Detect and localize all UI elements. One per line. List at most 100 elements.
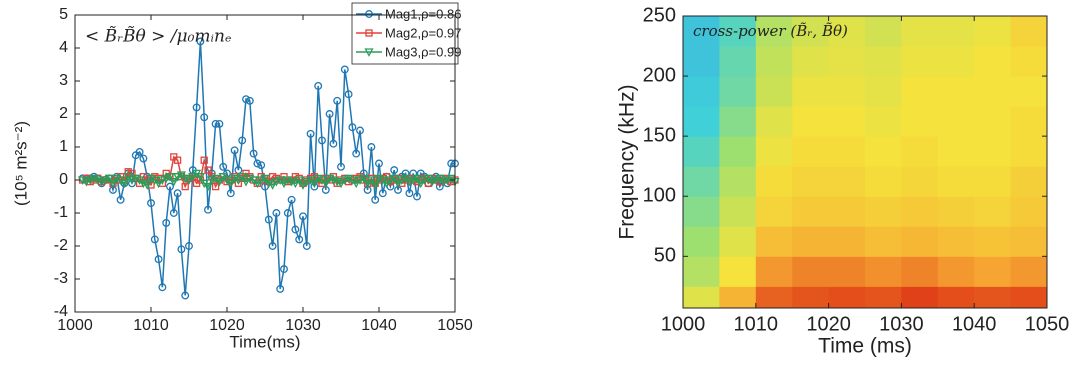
marker — [366, 176, 376, 185]
marker — [150, 235, 159, 244]
heatmap-cell — [719, 286, 757, 309]
marker — [271, 178, 281, 187]
marker — [363, 179, 373, 189]
marker — [214, 178, 224, 187]
marker — [352, 149, 361, 158]
heatmap-cell — [719, 226, 757, 257]
marker — [230, 146, 239, 155]
heatmap-cell — [901, 226, 939, 257]
marker — [100, 176, 110, 185]
marker — [283, 209, 292, 217]
x-tick-label: 1040 — [952, 313, 997, 335]
y-axis-label: Frequency (kHz) — [616, 84, 639, 239]
x-tick-label: 1020 — [806, 313, 851, 335]
y-tick-label: 1 — [59, 138, 68, 155]
x-tick-label: 1050 — [1025, 313, 1070, 335]
marker — [299, 212, 307, 221]
heatmap-cell — [755, 16, 793, 47]
marker — [442, 176, 452, 185]
heatmap-cell — [755, 256, 793, 287]
marker — [404, 178, 414, 187]
axes-frame — [74, 14, 456, 313]
heatmap-cell — [1010, 256, 1048, 287]
heatmap-cell — [719, 166, 757, 197]
marker — [203, 182, 213, 192]
marker — [154, 174, 163, 183]
heatmap-cell — [828, 76, 866, 107]
heatmap-cell — [937, 136, 975, 167]
marker — [237, 173, 247, 182]
heatmap-cell — [974, 166, 1012, 197]
heatmap-cell — [755, 196, 793, 227]
marker — [177, 245, 186, 254]
marker — [309, 179, 319, 189]
marker — [162, 218, 171, 227]
marker — [405, 189, 414, 198]
marker — [181, 291, 190, 300]
heatmap-cell — [1010, 166, 1048, 197]
heatmap-cell — [755, 46, 793, 77]
heatmap-cell — [937, 286, 975, 309]
heatmap-cell — [683, 286, 720, 309]
marker — [256, 176, 266, 185]
heatmap-cell — [901, 16, 939, 47]
marker — [314, 81, 323, 90]
heatmap-cell — [937, 46, 975, 77]
marker — [166, 182, 174, 191]
marker — [413, 192, 421, 201]
marker — [351, 179, 361, 189]
y-tick-label: -1 — [54, 204, 68, 221]
x-tick-label: 1050 — [437, 317, 473, 334]
heatmap-cell — [828, 196, 866, 227]
marker — [306, 129, 315, 138]
marker — [253, 159, 262, 168]
heatmap-cell — [792, 286, 830, 309]
marker — [272, 209, 281, 217]
marker — [352, 174, 360, 183]
marker — [378, 189, 387, 198]
axes-frame — [682, 15, 1048, 309]
marker — [268, 242, 277, 250]
heatmap-cell — [937, 256, 975, 287]
heatmap-cell — [683, 46, 720, 77]
heatmap-cell — [937, 16, 975, 47]
x-tick-label: 1030 — [285, 317, 321, 334]
heatmap-cell — [937, 196, 975, 227]
heatmap-cell — [828, 106, 866, 137]
heatmap-cell — [901, 76, 939, 107]
heatmap-cell — [792, 46, 830, 77]
marker — [169, 178, 179, 187]
marker — [390, 166, 399, 175]
marker — [161, 174, 171, 184]
marker — [337, 162, 345, 171]
marker — [420, 176, 430, 185]
y-tick-label: 200 — [643, 64, 676, 86]
marker — [195, 173, 205, 182]
panel — [683, 16, 1048, 309]
marker — [365, 29, 373, 37]
heatmap-cell — [901, 166, 939, 197]
heatmap-cell — [755, 286, 793, 309]
heatmap-cell — [865, 16, 902, 47]
marker — [211, 182, 220, 191]
heatmap-cell — [901, 196, 939, 227]
heatmap-cell — [683, 76, 720, 107]
marker — [302, 242, 311, 250]
heatmap-cell — [828, 46, 866, 77]
heatmap-cell — [1010, 46, 1048, 77]
legend-label: Mag2,ρ=0.97 — [385, 25, 461, 40]
y-tick-label: 2 — [59, 105, 68, 122]
marker — [364, 48, 374, 57]
heatmap-cell — [1010, 16, 1048, 47]
marker — [382, 179, 392, 189]
heatmap-cell — [1010, 106, 1048, 137]
marker — [200, 156, 208, 164]
marker — [184, 176, 194, 185]
y-tick-label: 250 — [643, 4, 676, 26]
marker — [226, 179, 236, 189]
annotation: cross-power (B̃ᵣ, B̃θ) — [693, 22, 848, 40]
y-axis-label: (10⁵ m²s⁻²) — [11, 121, 30, 206]
marker — [268, 181, 278, 190]
y-tick-label: 50 — [654, 245, 676, 267]
marker — [81, 178, 91, 187]
